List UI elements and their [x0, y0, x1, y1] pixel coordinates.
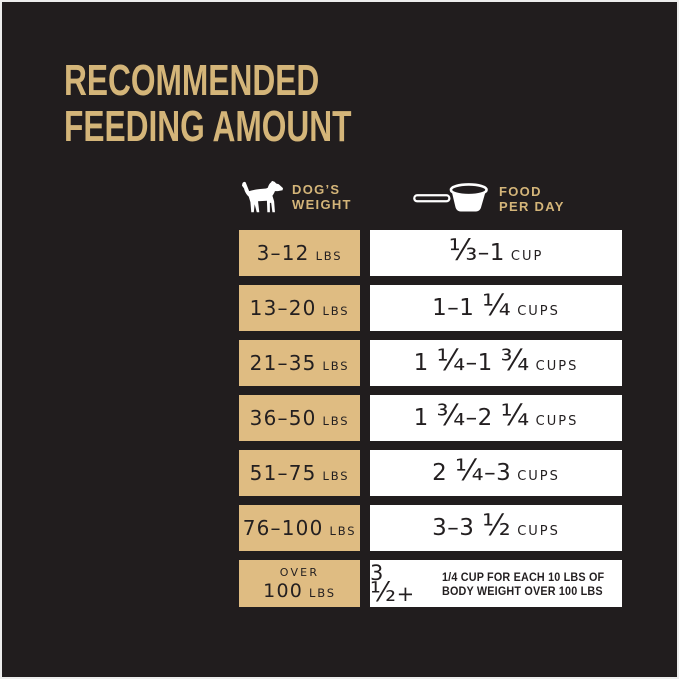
table-row: 51–75 LBS 2 ¼–3 CUPS [239, 450, 622, 496]
weight-column-header-label: DOG’S WEIGHT [292, 182, 352, 212]
weight-header-line-1: DOG’S [292, 182, 341, 197]
table-row: 13–20 LBS 1–1 ¼ CUPS [239, 285, 622, 331]
page-title: RECOMMENDED FEEDING AMOUNT [64, 58, 463, 150]
dog-icon [241, 180, 283, 213]
weight-unit: LBS [322, 414, 350, 428]
weight-unit: LBS [322, 469, 350, 483]
weight-cell: OVER 100 LBS [239, 560, 360, 607]
weight-value: 51–75 [249, 461, 317, 485]
food-header-line-1: FOOD [499, 183, 542, 199]
food-unit: CUPS [517, 303, 560, 319]
table-row: 3–12 LBS ⅓–1 CUP [239, 230, 622, 276]
food-amount: 3 ½+ [370, 560, 415, 608]
weight-cell: 51–75 LBS [239, 450, 360, 496]
food-amount: ⅓–1 [448, 232, 505, 267]
food-amount-note: 1/4 CUP FOR EACH 10 LBS OF BODY WEIGHT O… [442, 570, 604, 598]
table-row: 36–50 LBS 1 ¾–2 ¼ CUPS [239, 395, 622, 441]
food-unit: CUPS [535, 413, 579, 429]
weight-header-line-2: WEIGHT [292, 197, 352, 212]
weight-value: 13–20 [249, 296, 317, 320]
weight-value: 76–100 [242, 516, 324, 540]
food-cell: 3–3 ½ CUPS [370, 505, 622, 551]
title-line-2: FEEDING AMOUNT [64, 102, 352, 151]
note-line-1: 1/4 CUP FOR EACH 10 LBS OF [441, 569, 604, 584]
food-unit: CUPS [517, 468, 560, 484]
weight-value: 3–12 [256, 241, 310, 265]
weight-unit: LBS [309, 586, 336, 600]
food-column-header: FOOD PER DAY [411, 182, 565, 215]
food-amount: 3–3 ½ [432, 507, 512, 542]
table-row: 76–100 LBS 3–3 ½ CUPS [239, 505, 622, 551]
measuring-cup-icon [413, 183, 488, 212]
weight-unit: LBS [322, 359, 350, 373]
weight-cell: 36–50 LBS [239, 395, 360, 441]
food-amount: 1–1 ¼ [432, 287, 512, 322]
food-cell: 3 ½+ 1/4 CUP FOR EACH 10 LBS OF BODY WEI… [370, 560, 622, 607]
weight-value: 36–50 [249, 406, 317, 430]
food-header-line-2: PER DAY [499, 198, 565, 214]
title-line-1: RECOMMENDED [64, 56, 320, 105]
weight-prefix: OVER [279, 566, 320, 579]
food-amount: 1 ¾–2 ¼ [413, 397, 530, 432]
food-amount: 2 ¼–3 [432, 452, 512, 487]
note-line-2: BODY WEIGHT OVER 100 LBS [441, 583, 603, 598]
weight-cell: 76–100 LBS [239, 505, 360, 551]
food-cell: 2 ¼–3 CUPS [370, 450, 622, 496]
food-cell: 1 ¾–2 ¼ CUPS [370, 395, 622, 441]
weight-unit: LBS [322, 304, 350, 318]
food-column-header-label: FOOD PER DAY [499, 184, 565, 214]
food-unit: CUP [510, 248, 544, 264]
food-unit: CUPS [535, 358, 579, 374]
weight-cell: 21–35 LBS [239, 340, 360, 386]
food-amount: 1 ¼–1 ¾ [413, 342, 530, 377]
weight-value: 100 [263, 580, 304, 602]
weight-value: 21–35 [249, 351, 317, 375]
food-cell: ⅓–1 CUP [370, 230, 622, 276]
weight-unit: LBS [329, 524, 357, 538]
food-cell: 1 ¼–1 ¾ CUPS [370, 340, 622, 386]
food-cell: 1–1 ¼ CUPS [370, 285, 622, 331]
weight-unit: LBS [315, 249, 343, 263]
table-row: OVER 100 LBS 3 ½+ 1/4 CUP FOR EACH 10 LBS… [239, 560, 622, 607]
weight-column-header: DOG’S WEIGHT [239, 180, 352, 214]
weight-cell: 3–12 LBS [239, 230, 360, 276]
weight-cell: 13–20 LBS [239, 285, 360, 331]
food-unit: CUPS [517, 523, 560, 539]
table-row: 21–35 LBS 1 ¼–1 ¾ CUPS [239, 340, 622, 386]
